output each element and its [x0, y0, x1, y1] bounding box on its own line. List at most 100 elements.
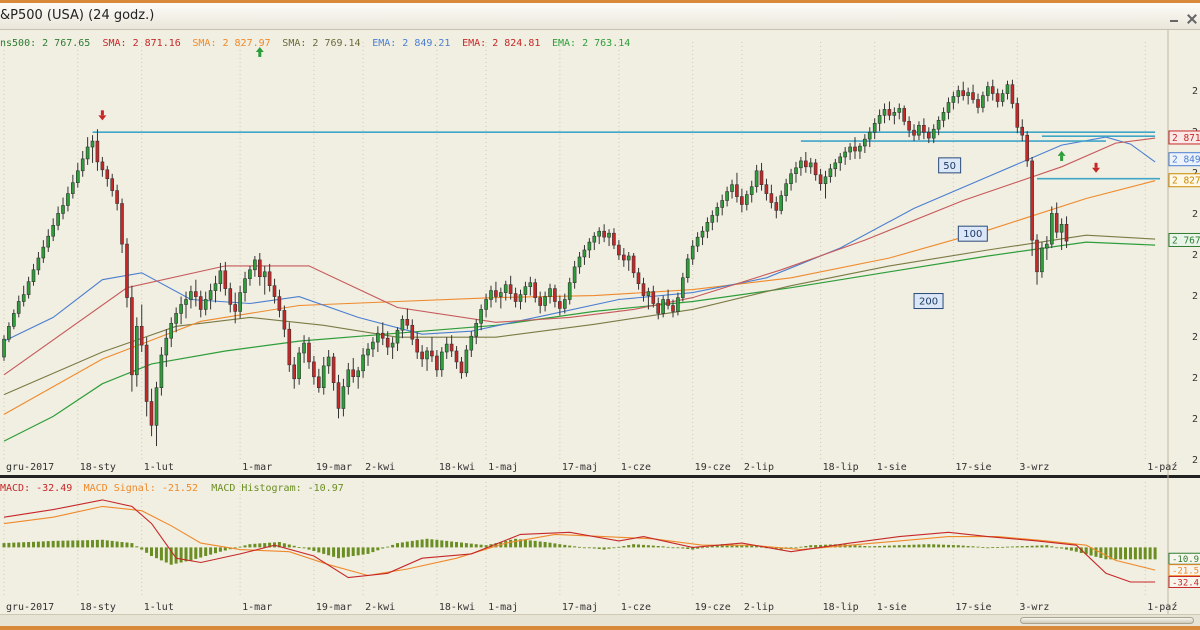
candle-body: [351, 369, 356, 377]
candle-body: [799, 160, 803, 169]
candle-body: [607, 232, 611, 238]
candle-body: [1000, 93, 1005, 102]
macd-histogram-bar: [199, 547, 203, 558]
candle-body: [902, 108, 907, 122]
horizontal-scrollbar[interactable]: [0, 614, 1200, 627]
macd-histogram-bar: [1060, 547, 1064, 549]
macd-x-axis-label: 1-lut: [144, 602, 174, 613]
macd-histogram-bar: [632, 544, 636, 548]
macd-histogram-bar: [824, 544, 827, 548]
candle-body: [169, 322, 173, 339]
candle-body: [395, 329, 400, 344]
macd-histogram-bar: [71, 540, 75, 548]
macd-histogram-bar: [307, 547, 311, 550]
candle-body: [410, 324, 415, 340]
ma-label-50: 50: [938, 157, 962, 174]
candle-body: [533, 282, 538, 298]
macd-histogram-bar: [12, 542, 16, 548]
candle-body: [592, 235, 597, 243]
candle-body: [80, 158, 85, 172]
macd-histogram-bar: [760, 546, 763, 548]
macd-histogram-bar: [351, 547, 355, 556]
macd-histogram-bar: [1015, 546, 1019, 548]
macd-histogram-bar: [1124, 547, 1127, 560]
macd-histogram-bar: [912, 544, 916, 548]
macd-histogram-bar: [710, 546, 714, 548]
candle-body: [956, 90, 961, 97]
window-title: &P500 (USA) (24 godz.): [0, 8, 155, 23]
candle-body: [61, 205, 65, 214]
macd-histogram-bar: [361, 547, 365, 555]
minimize-icon[interactable]: [1168, 13, 1180, 25]
x-axis-label: 17-sie: [955, 462, 991, 473]
macd-histogram-bar: [858, 545, 862, 548]
macd-histogram-bar: [1020, 546, 1024, 548]
macd-histogram-bar: [440, 540, 444, 548]
candle-body: [198, 296, 203, 310]
macd-histogram-bar: [809, 545, 813, 548]
candle-body: [789, 173, 793, 185]
candle-body: [976, 99, 980, 108]
candle-body: [228, 288, 233, 305]
close-icon[interactable]: [1186, 13, 1198, 25]
macd-histogram-bar: [277, 542, 281, 548]
macd-histogram-bar: [927, 544, 931, 548]
ma-label-200: 200: [913, 293, 944, 310]
candle-body: [1015, 103, 1020, 128]
macd-histogram-bar: [656, 546, 660, 548]
candle-body: [46, 235, 51, 248]
x-axis-label: 1-mar: [242, 462, 272, 473]
macd-histogram-bar: [145, 547, 149, 553]
macd-histogram-bar: [1045, 545, 1049, 548]
candle-body: [375, 332, 380, 343]
macd-histogram-bar: [317, 547, 321, 553]
candle-body: [710, 215, 715, 223]
candle-body: [380, 332, 385, 339]
macd-histogram-bar: [155, 547, 158, 559]
x-axis-label: 19-cze: [695, 462, 731, 473]
macd-tag-1: -21.5: [1172, 567, 1199, 577]
candle-body: [307, 342, 311, 363]
candle-body: [985, 86, 990, 96]
candle-body: [489, 290, 493, 300]
x-axis-label: 18-kwi: [439, 462, 475, 473]
macd-histogram-bar: [779, 547, 783, 550]
candle-body: [882, 109, 887, 116]
right-axis-tick-label: 2: [1192, 209, 1198, 220]
candle-body: [744, 194, 749, 205]
macd-histogram-bar: [51, 540, 55, 548]
ema-blue-line: [3, 136, 1156, 342]
candle-body: [76, 170, 80, 184]
macd-x-axis-label: 2-lip: [744, 602, 774, 613]
candle-body: [897, 108, 902, 113]
legend-item-3: SMA: 2 769.14: [282, 38, 360, 49]
candle-body: [922, 125, 926, 133]
macd-histogram-bar: [519, 539, 522, 548]
scrollbar-thumb[interactable]: [1020, 617, 1194, 624]
candle-body: [110, 178, 114, 191]
macd-histogram-bar: [735, 544, 739, 548]
candle-body: [818, 174, 823, 185]
candle-body: [946, 102, 951, 113]
chart-area[interactable]: ns500: 2 767.65 SMA: 2 871.16 SMA: 2 827.9…: [0, 30, 1200, 614]
macd-x-axis-label: 1-paź: [1147, 601, 1177, 613]
candle-body: [730, 184, 734, 192]
macd-histogram-bar: [455, 542, 458, 548]
macd-x-axis-label: 18-lip: [823, 602, 859, 613]
macd-histogram-bar: [243, 545, 247, 548]
legend-item-2: SMA: 2 827.97: [192, 38, 270, 49]
macd-histogram-bar: [676, 547, 680, 549]
macd-panel: [0, 478, 1200, 614]
macd-x-axis-label: 1-cze: [621, 602, 651, 613]
candle-body: [666, 299, 670, 306]
legend-item-0: ns500: 2 767.65: [0, 38, 90, 49]
macd-histogram-bar: [1109, 547, 1113, 560]
macd-histogram-bar: [573, 546, 577, 548]
x-axis-label: 1-maj: [488, 462, 518, 473]
candle-body: [626, 255, 631, 261]
macd-histogram-bar: [951, 545, 955, 548]
candle-body: [602, 230, 606, 238]
macd-histogram-bar: [833, 544, 837, 548]
macd-x-axis-label: 19-mar: [316, 602, 352, 613]
right-axis-tick-label: 2: [1192, 86, 1198, 97]
